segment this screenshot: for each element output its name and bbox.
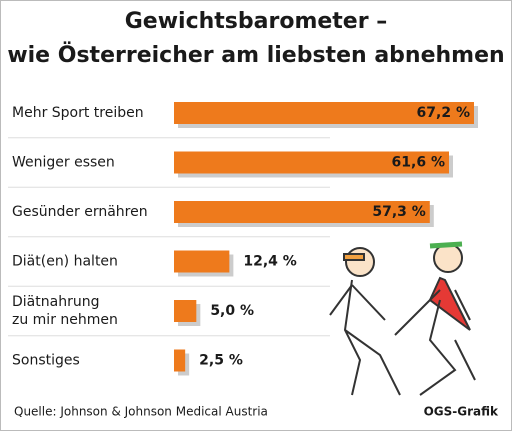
source: Quelle: Johnson & Johnson Medical Austri…: [14, 405, 268, 419]
category-label: Mehr Sport treiben: [12, 105, 144, 121]
bar: [174, 102, 474, 124]
bar: [174, 349, 186, 372]
credit: OGS-Grafik: [424, 405, 499, 419]
value-label: 57,3 %: [372, 204, 425, 220]
bar: [174, 250, 230, 273]
value-label: 67,2 %: [417, 105, 470, 121]
category-label: Weniger essen: [12, 155, 115, 171]
bar: [174, 201, 430, 223]
chart-title: Gewichtsbarometer – wie Österreicher am l…: [7, 9, 504, 68]
value-label: 12,4 %: [243, 254, 296, 270]
category-label: Gesünder ernähren: [12, 204, 148, 220]
value-label: 2,5 %: [199, 353, 243, 369]
category-label: Diätnahrung zu mir nehmen: [12, 294, 118, 328]
bar: [174, 300, 197, 322]
illustration: [329, 241, 476, 396]
category-label: Diät(en) halten: [12, 254, 118, 270]
value-label: 5,0 %: [210, 303, 254, 319]
category-label: Sonstiges: [12, 353, 80, 369]
value-label: 61,6 %: [392, 155, 445, 171]
bar: [174, 151, 449, 174]
